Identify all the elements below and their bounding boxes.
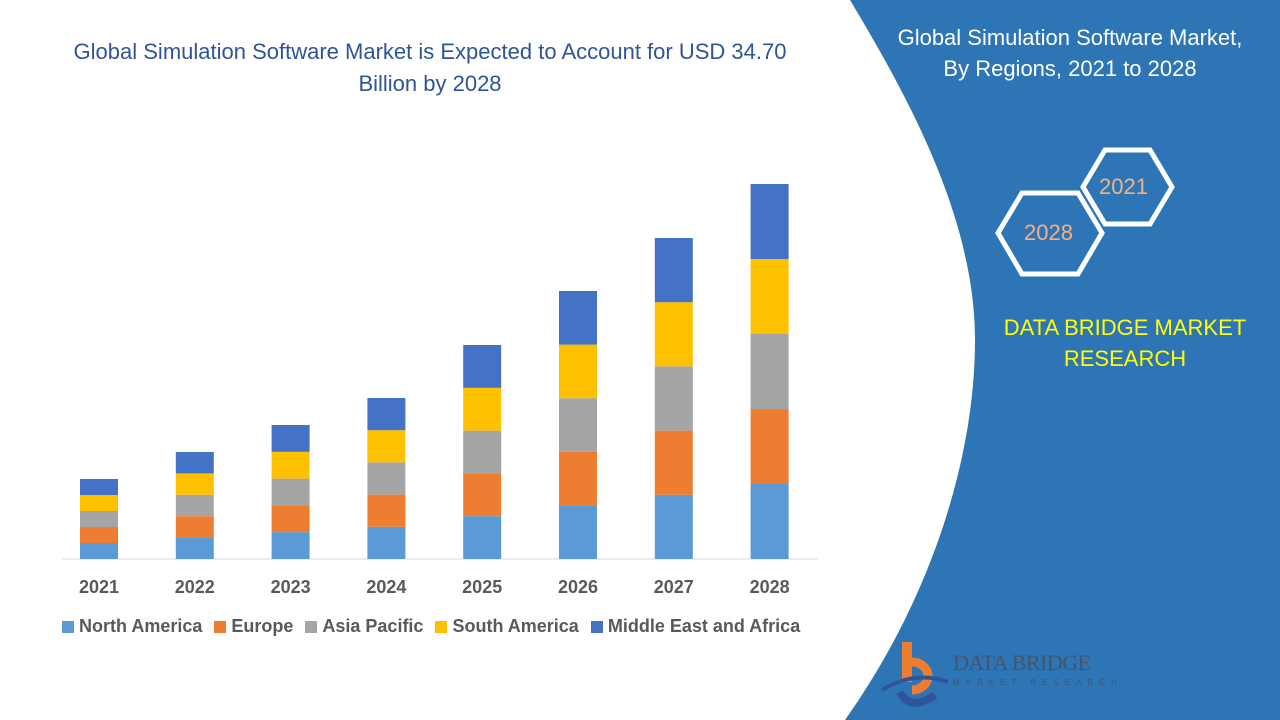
- legend-swatch: [214, 620, 227, 633]
- bar-segment-2021-north-america: [80, 543, 118, 559]
- bar-segment-2022-europe: [175, 516, 214, 538]
- chart-title: Global Simulation Software Market is Exp…: [73, 39, 787, 96]
- legend: North America Europe Asia Pacific South …: [62, 616, 800, 637]
- bar-segment-2021-asia-pacific: [80, 511, 118, 527]
- x-tick-label: 2022: [175, 577, 215, 597]
- data-bridge-logo-icon: [880, 642, 949, 707]
- legend-swatch: [590, 620, 603, 633]
- bar-segment-2021-south-america: [80, 495, 118, 511]
- side-title-line1: Global Simulation Software Market,: [897, 25, 1243, 50]
- legend-label: Asia Pacific: [322, 616, 424, 636]
- brand-line1: DATA BRIDGE MARKET: [1003, 315, 1247, 340]
- logo-text: DATA BRIDGE: [953, 650, 1091, 675]
- bar-segment-2026-north-america: [559, 505, 597, 559]
- bar-segment-2025-asia-pacific: [463, 430, 502, 474]
- bar-segment-2022-middle-east-and-africa: [175, 452, 214, 474]
- bar-segment-2023-north-america: [271, 532, 310, 559]
- hex-year-2021: 2021: [1099, 174, 1148, 199]
- legend-label: Europe: [231, 616, 294, 636]
- bar-segment-2025-europe: [463, 473, 502, 517]
- brand-line2: RESEARCH: [1063, 346, 1187, 371]
- legend-item: South America: [435, 616, 579, 637]
- x-tick-label: 2027: [654, 577, 694, 597]
- bar-segment-2028-south-america: [750, 259, 789, 334]
- bar-segment-2025-north-america: [463, 516, 502, 559]
- bar-segment-2028-middle-east-and-africa: [750, 184, 789, 259]
- x-tick-label: 2023: [271, 577, 311, 597]
- legend-item: Asia Pacific: [305, 616, 423, 637]
- x-tick-label: 2026: [558, 577, 598, 597]
- logo-subtext: MARKET RESEARCH: [953, 678, 1123, 687]
- bar-segment-2023-asia-pacific: [271, 478, 310, 506]
- bar-segment-2027-north-america: [654, 494, 693, 559]
- bar-segment-2026-europe: [559, 451, 597, 506]
- legend-item: North America: [62, 616, 202, 637]
- bar-segment-2024-south-america: [367, 430, 406, 463]
- hexagon-2021: [1080, 147, 1175, 227]
- hexagon-2028: [995, 190, 1105, 277]
- bar-segment-2027-asia-pacific: [654, 366, 693, 431]
- bar-segment-2026-asia-pacific: [559, 398, 597, 452]
- bar-segment-2021-europe: [80, 527, 118, 543]
- x-tick-label: 2025: [462, 577, 502, 597]
- legend-swatch: [62, 620, 74, 633]
- bar-segment-2024-europe: [367, 494, 406, 527]
- legend-label: South America: [452, 616, 579, 636]
- bar-segment-2025-middle-east-and-africa: [463, 345, 502, 388]
- legend-item: Europe: [214, 616, 293, 637]
- side-title-line2: By Regions, 2021 to 2028: [943, 56, 1197, 81]
- bar-segment-2027-europe: [654, 430, 693, 495]
- bar-segment-2022-south-america: [175, 473, 214, 495]
- bar-segment-2027-south-america: [654, 302, 693, 367]
- bar-segment-2028-north-america: [750, 484, 789, 559]
- legend-label: Middle East and Africa: [607, 616, 801, 636]
- bar-segment-2022-north-america: [175, 537, 214, 559]
- bar-segment-2024-north-america: [367, 526, 406, 559]
- x-tick-label: 2021: [79, 577, 119, 597]
- bar-segment-2028-asia-pacific: [750, 334, 789, 409]
- brand-text: DATA BRIDGE MARKET RESEARCH: [990, 312, 1260, 374]
- legend-label: North America: [79, 616, 203, 636]
- legend-swatch: [305, 620, 318, 633]
- side-title: Global Simulation Software Market, By Re…: [860, 22, 1280, 84]
- bar-segment-2022-asia-pacific: [175, 494, 214, 517]
- bar-segment-2027-middle-east-and-africa: [654, 238, 693, 303]
- bar-segment-2023-europe: [271, 505, 310, 533]
- bar-segment-2024-middle-east-and-africa: [367, 398, 406, 431]
- legend-item: Middle East and Africa: [590, 616, 801, 637]
- bar-segment-2023-middle-east-and-africa: [271, 425, 310, 452]
- bar-segment-2023-south-america: [271, 451, 310, 479]
- bar-segment-2024-asia-pacific: [367, 462, 406, 495]
- bar-segment-2026-middle-east-and-africa: [559, 291, 597, 345]
- hex-year-2028: 2028: [1024, 220, 1073, 245]
- blue-side-panel: [845, 0, 1280, 720]
- bar-segment-2025-south-america: [463, 387, 502, 431]
- legend-swatch: [435, 620, 448, 633]
- x-tick-label: 2028: [750, 577, 790, 597]
- bar-segment-2028-europe: [750, 409, 789, 484]
- bar-segment-2026-south-america: [559, 344, 597, 399]
- x-tick-label: 2024: [366, 577, 406, 597]
- bar-segment-2021-middle-east-and-africa: [80, 479, 118, 495]
